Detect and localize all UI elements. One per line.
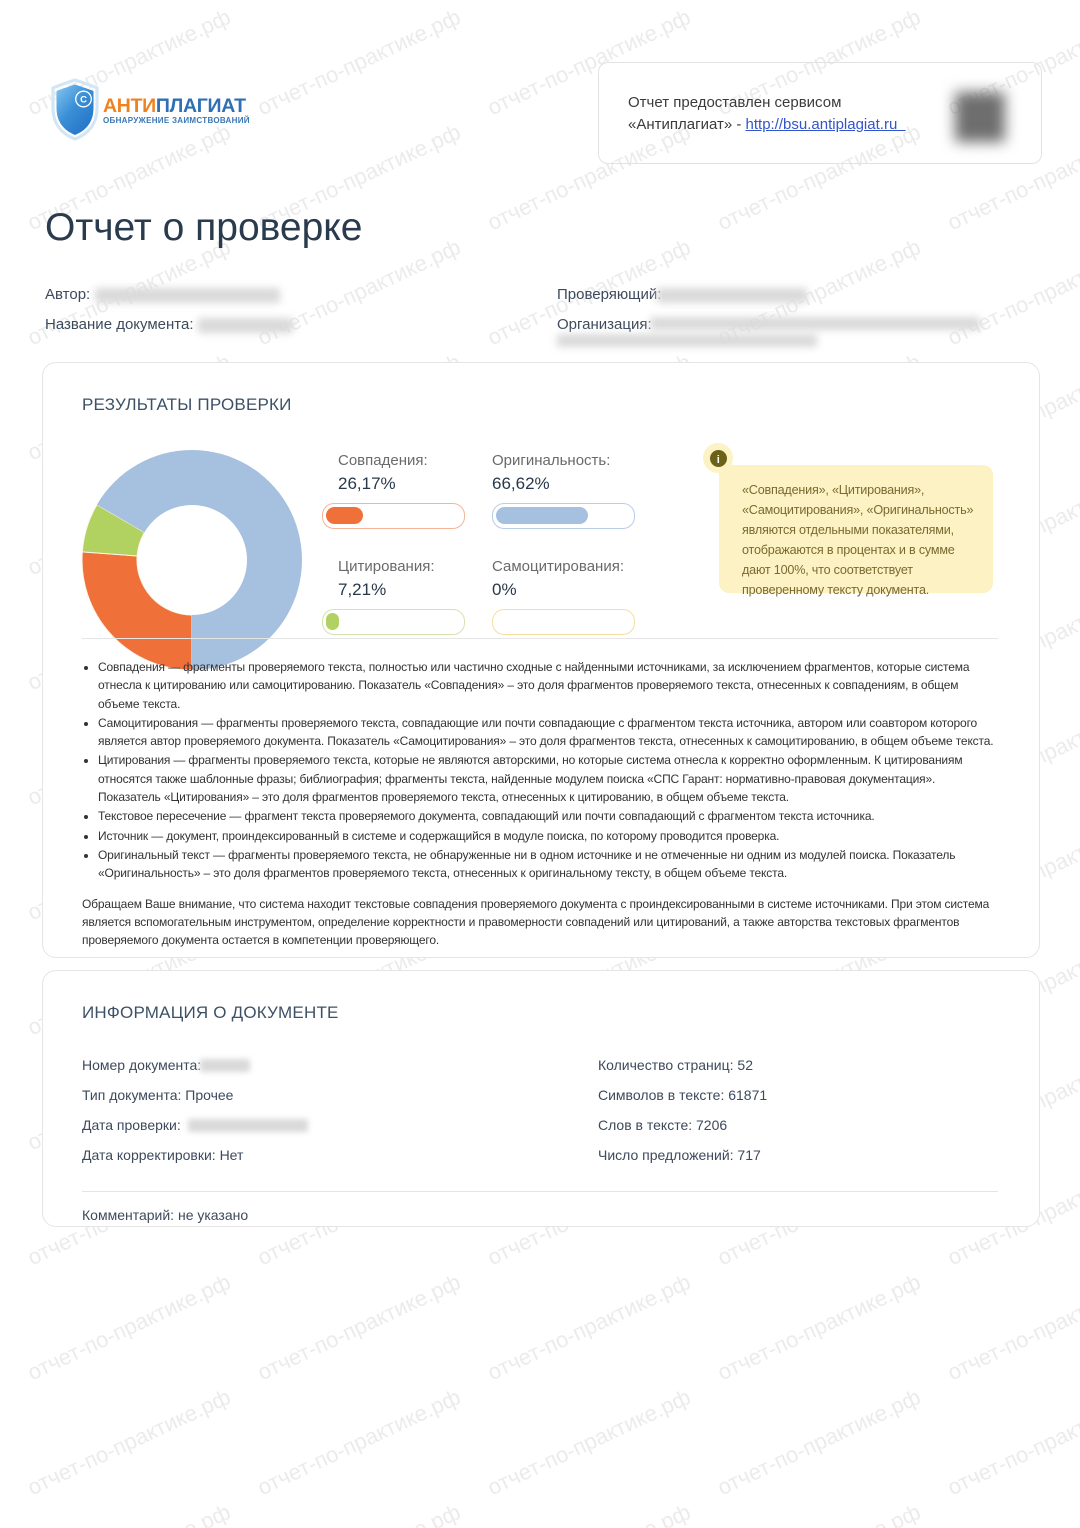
svg-text:C: C	[80, 94, 87, 105]
